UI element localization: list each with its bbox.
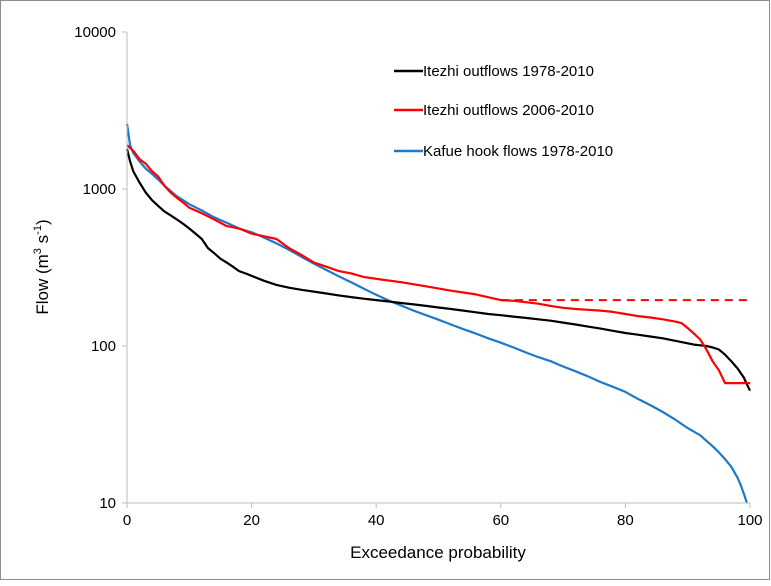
x-tick-label-4: 80 (617, 512, 634, 529)
x-tick-label-3: 60 (492, 512, 509, 529)
y-tick-label-2: 1000 (83, 181, 116, 198)
series-line-0 (125, 148, 751, 392)
x-tick-label-2: 40 (368, 512, 385, 529)
legend-entry-itezhi-2006: Itezhi outflows 2006-2010 (394, 102, 594, 119)
y-axis-label-sup1: 3 (32, 248, 44, 254)
series-line-2 (125, 123, 748, 504)
legend-label-kafue-hook: Kafue hook flows 1978-2010 (423, 143, 613, 160)
legend-entry-kafue-hook: Kafue hook flows 1978-2010 (394, 143, 613, 160)
legend-entry-itezhi-1978: Itezhi outflows 1978-2010 (394, 63, 594, 80)
plot-lines (125, 123, 751, 504)
series-line-1 (126, 144, 750, 385)
y-axis-label-mid: s (33, 235, 52, 248)
x-axis-label: Exceedance probability (350, 543, 526, 562)
y-tick-label-3: 10000 (74, 24, 116, 41)
legend-label-itezhi-1978: Itezhi outflows 1978-2010 (423, 63, 594, 80)
x-axis-ticks: 0 20 40 60 80 100 (123, 503, 763, 529)
y-tick-label-1: 100 (91, 338, 116, 355)
y-axis-label-suffix: ) (33, 219, 52, 225)
x-tick-label-5: 100 (737, 512, 762, 529)
y-tick-label-0: 10 (99, 495, 116, 512)
legend-label-itezhi-2006: Itezhi outflows 2006-2010 (423, 102, 594, 119)
legend: Itezhi outflows 1978-2010 Itezhi outflow… (394, 63, 613, 160)
y-axis-label-prefix: Flow (m (33, 254, 52, 314)
y-axis-ticks: 10 100 1000 10000 (74, 24, 127, 512)
y-axis-label-sup2: -1 (32, 225, 44, 235)
x-tick-label-1: 20 (243, 512, 260, 529)
y-axis-label: Flow (m3 s-1) (32, 219, 52, 314)
x-tick-label-0: 0 (123, 512, 131, 529)
